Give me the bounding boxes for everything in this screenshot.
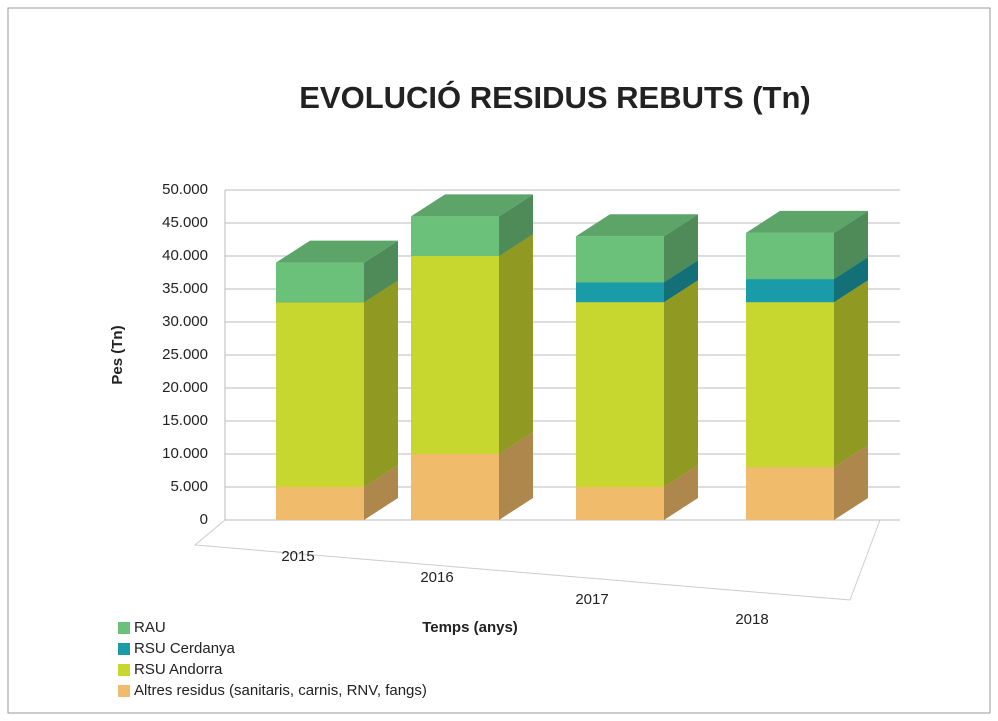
x-tick-label: 2015: [281, 548, 314, 565]
y-tick-label: 0: [200, 511, 208, 528]
bar-side: [834, 445, 868, 520]
y-tick-label: 35.000: [162, 280, 208, 297]
x-axis-label: Temps (anys): [422, 619, 518, 636]
legend-swatch: [118, 643, 130, 655]
bar-segment: [411, 216, 499, 256]
x-tick-label: 2018: [735, 611, 768, 628]
legend-swatch: [118, 664, 130, 676]
bar-top: [746, 210, 868, 233]
bar-side: [664, 465, 698, 520]
bar-segment: [746, 467, 834, 520]
bar-segment: [576, 282, 664, 303]
y-tick-label: 45.000: [162, 214, 208, 231]
bar-side: [664, 214, 698, 283]
bar-segment: [746, 232, 834, 280]
bar-top: [276, 240, 398, 263]
y-tick-label: 15.000: [162, 412, 208, 429]
x-tick-label: 2016: [420, 569, 453, 586]
legend-label: RSU Cerdanya: [134, 640, 236, 657]
bar-side: [364, 280, 398, 487]
bar-top: [411, 194, 533, 217]
y-tick-label: 5.000: [170, 478, 208, 495]
bar-top: [576, 214, 698, 237]
y-tick-label: 50.000: [162, 181, 208, 198]
bar-segment: [411, 256, 499, 454]
legend-label: RSU Andorra: [134, 661, 223, 678]
y-tick-label: 30.000: [162, 313, 208, 330]
bar-side: [499, 194, 533, 256]
legend-label: RAU: [134, 619, 166, 636]
y-tick-label: 25.000: [162, 346, 208, 363]
bar-side: [364, 240, 398, 303]
legend-swatch: [118, 685, 130, 697]
bar-side: [499, 432, 533, 520]
y-tick-label: 10.000: [162, 445, 208, 462]
bar-segment: [276, 262, 364, 303]
bar-side: [834, 280, 868, 468]
bar-side: [834, 257, 868, 303]
bar-segment: [746, 302, 834, 468]
y-axis-label: Pes (Tn): [109, 325, 126, 384]
chart-title: EVOLUCIÓ RESIDUS REBUTS (Tn): [299, 79, 811, 115]
bar-segment: [276, 302, 364, 487]
legend-label: Altres residus (sanitaris, carnis, RNV, …: [134, 682, 427, 699]
bar-side: [364, 465, 398, 520]
y-tick-label: 20.000: [162, 379, 208, 396]
bar-segment: [576, 236, 664, 283]
x-tick-label: 2017: [575, 591, 608, 608]
legend-swatch: [118, 622, 130, 634]
bar-side: [664, 260, 698, 303]
bar-side: [664, 280, 698, 487]
bar-side: [834, 210, 868, 280]
bar-side: [499, 234, 533, 454]
y-tick-label: 40.000: [162, 247, 208, 264]
bar-segment: [576, 487, 664, 520]
bar-segment: [276, 487, 364, 520]
bar-segment: [746, 279, 834, 303]
bar-segment: [576, 302, 664, 487]
bar-segment: [411, 454, 499, 520]
